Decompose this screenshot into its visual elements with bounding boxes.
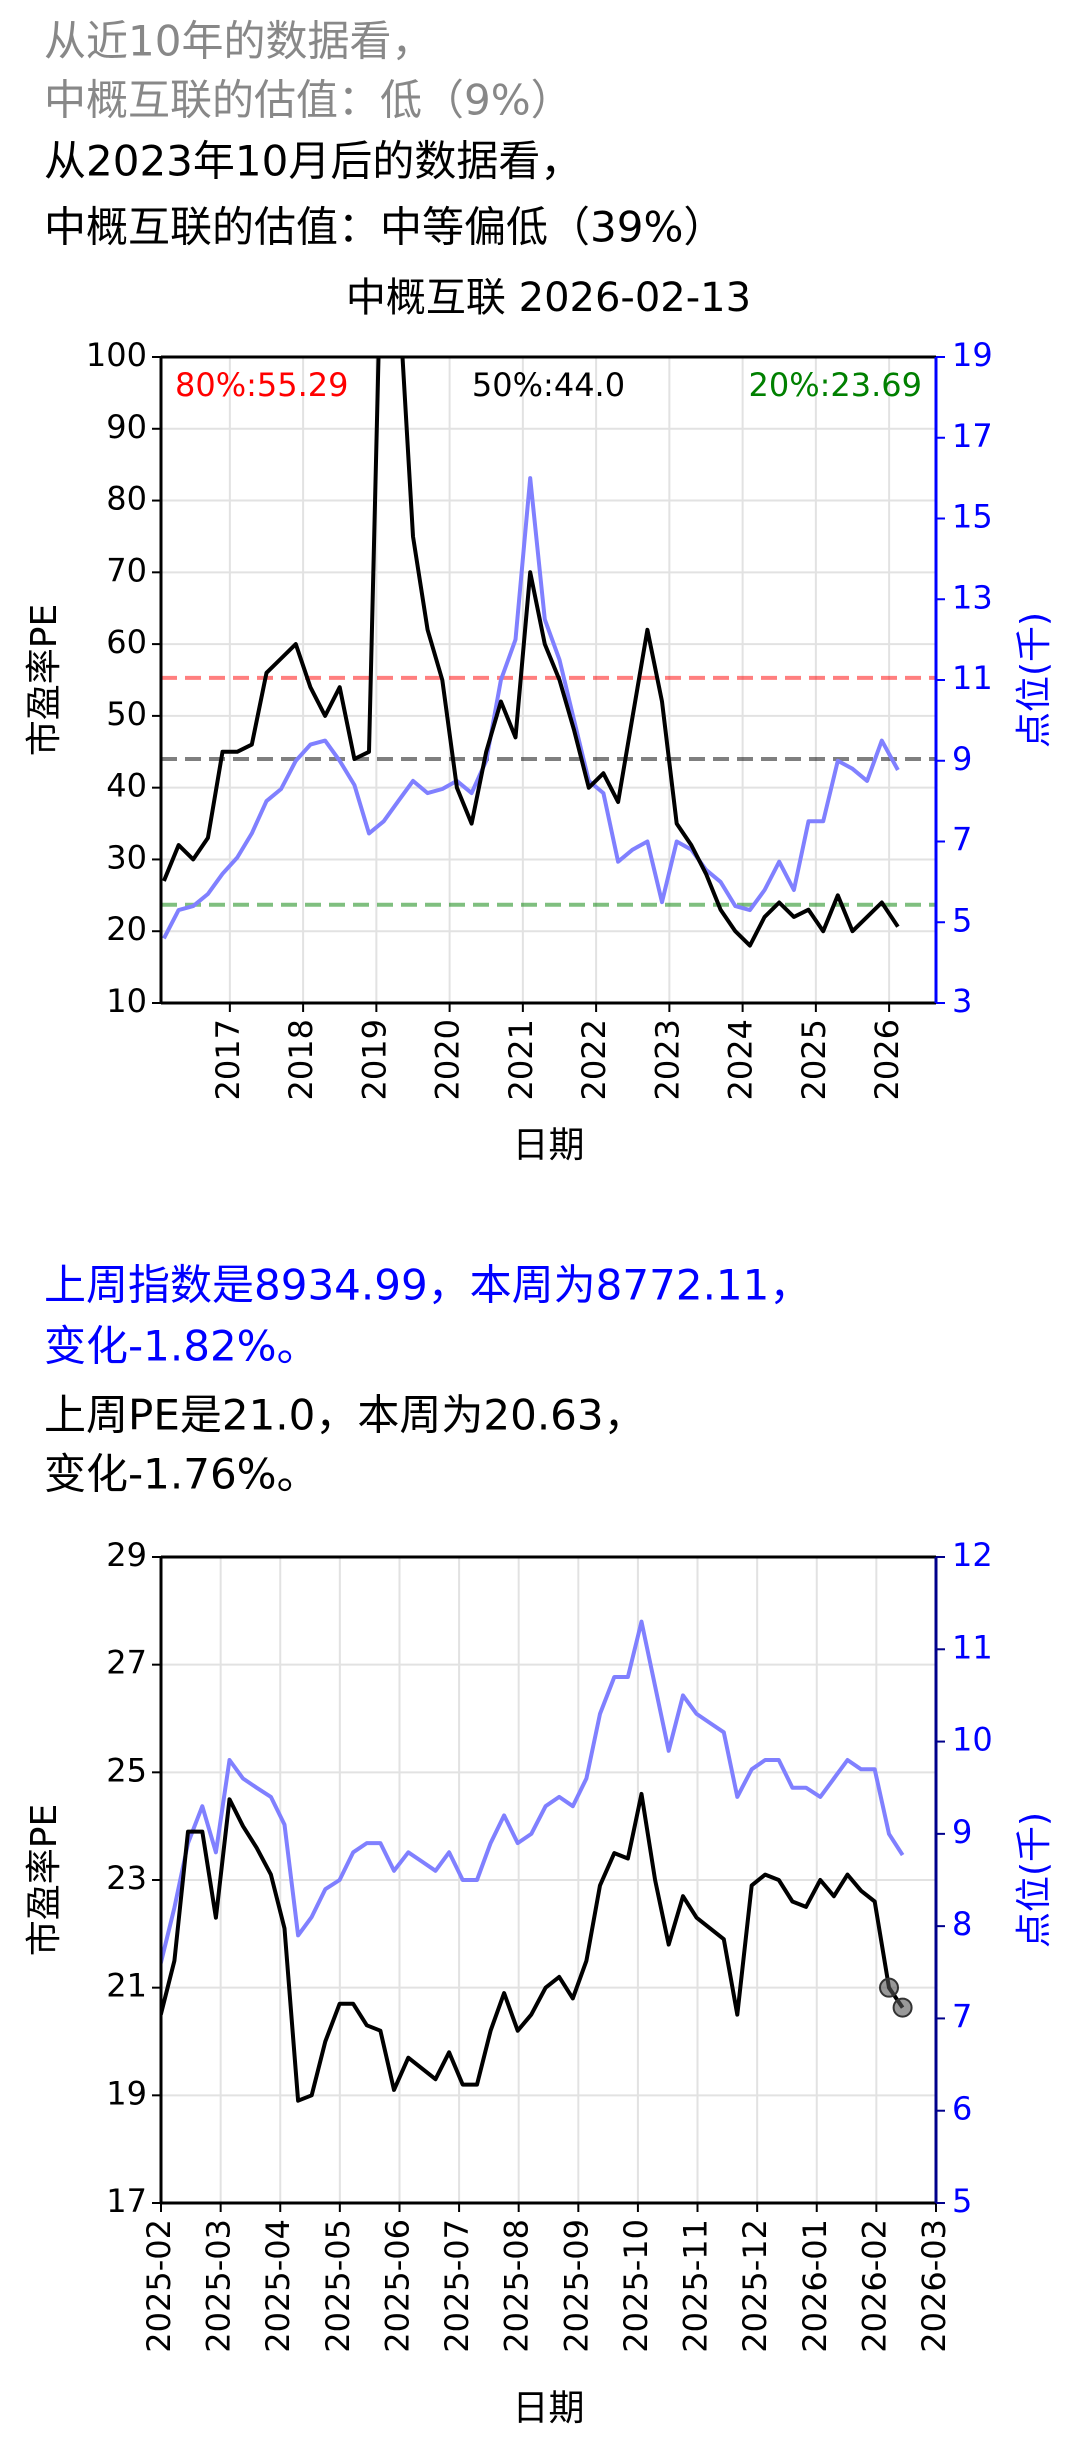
x-tick-label: 2017 <box>209 1019 247 1100</box>
y-tick-label: 27 <box>106 1644 147 1682</box>
y2-tick-label: 9 <box>952 1813 972 1851</box>
x-tick-label: 2018 <box>282 1019 320 1100</box>
y-tick-label: 23 <box>106 1859 147 1897</box>
y-tick-label: 80 <box>106 480 147 518</box>
x-tick-label: 2026-01 <box>796 2219 834 2353</box>
x-tick-label: 2023 <box>648 1019 686 1100</box>
highlight-point <box>879 1977 900 1998</box>
y-tick-label: 40 <box>106 767 147 805</box>
y-axis-label: 市盈率PE <box>24 1804 65 1956</box>
y2-axis-label: 点位(千) <box>1014 1812 1055 1948</box>
y-tick-label: 25 <box>106 1751 147 1789</box>
y-tick-label: 20 <box>106 910 147 948</box>
intro-line: 中概互联的估值：中等偏低（39%） <box>44 203 725 252</box>
x-tick-label: 2025-11 <box>677 2219 715 2353</box>
x-tick-label: 2026-03 <box>915 2219 953 2353</box>
series-line <box>161 1791 905 2103</box>
series-line <box>161 1619 905 1964</box>
y2-tick-label: 19 <box>952 336 993 374</box>
y2-tick-label: 5 <box>952 901 972 939</box>
highlight-point <box>892 1997 913 2018</box>
x-tick-label: 2021 <box>502 1019 540 1100</box>
y2-tick-label: 5 <box>952 2182 972 2220</box>
intro-line: 从2023年10月后的数据看， <box>44 137 582 186</box>
y2-tick-label: 6 <box>952 2090 972 2128</box>
weekly-line: 上周PE是21.0，本周为20.63， <box>44 1391 646 1440</box>
y2-tick-label: 10 <box>952 1721 993 1759</box>
intro-line: 从近10年的数据看， <box>44 17 433 66</box>
y2-tick-label: 11 <box>952 659 993 697</box>
y2-tick-label: 3 <box>952 982 972 1020</box>
x-tick-label: 2025-12 <box>736 2219 774 2353</box>
x-tick-label: 2025-10 <box>617 2219 655 2353</box>
x-tick-label: 2025-08 <box>498 2219 536 2353</box>
y-tick-label: 30 <box>106 838 147 876</box>
x-tick-label: 2025-09 <box>557 2219 595 2353</box>
reference-label: 20%:23.69 <box>748 366 922 404</box>
reference-label: 80%:55.29 <box>175 366 349 404</box>
intro-line: 中概互联的估值：低（9%） <box>44 76 573 125</box>
x-axis-label: 日期 <box>512 2388 584 2429</box>
x-tick-label: 2025-05 <box>319 2219 357 2353</box>
y-axis-label: 市盈率PE <box>24 604 65 756</box>
x-tick-label: 2025-06 <box>378 2219 416 2353</box>
y-tick-label: 29 <box>106 1536 147 1574</box>
series-line <box>162 476 900 940</box>
y-tick-label: 70 <box>106 551 147 589</box>
x-tick-label: 2025-03 <box>200 2219 238 2353</box>
x-tick-label: 2026-02 <box>855 2219 893 2353</box>
x-axis-label: 日期 <box>512 1125 584 1166</box>
x-tick-label: 2025-02 <box>140 2219 178 2353</box>
y2-tick-label: 7 <box>952 821 972 859</box>
y-tick-label: 50 <box>106 695 147 733</box>
x-tick-label: 2025-04 <box>259 2219 297 2353</box>
x-tick-label: 2025-07 <box>438 2219 476 2353</box>
y2-tick-label: 12 <box>952 1536 993 1574</box>
y2-tick-label: 13 <box>952 578 993 616</box>
weekly-line: 上周指数是8934.99，本周为8772.11， <box>44 1261 811 1310</box>
y2-tick-label: 9 <box>952 740 972 778</box>
x-tick-label: 2022 <box>575 1019 613 1100</box>
weekly-line: 变化-1.82%。 <box>44 1322 319 1371</box>
y2-tick-label: 8 <box>952 1905 972 1943</box>
y-tick-label: 21 <box>106 1967 147 2005</box>
x-tick-label: 2020 <box>429 1019 467 1100</box>
y-tick-label: 60 <box>106 623 147 661</box>
x-tick-label: 2025 <box>795 1019 833 1100</box>
x-tick-label: 2026 <box>868 1019 906 1100</box>
y2-tick-label: 11 <box>952 1628 993 1666</box>
y-tick-label: 90 <box>106 408 147 446</box>
y-tick-label: 19 <box>106 2074 147 2112</box>
y2-tick-label: 15 <box>952 498 993 536</box>
x-tick-label: 2019 <box>355 1019 393 1100</box>
x-tick-label: 2024 <box>722 1019 760 1100</box>
chart-title: 中概互联 2026-02-13 <box>346 275 751 321</box>
y2-tick-label: 17 <box>952 417 993 455</box>
series-line <box>162 357 900 948</box>
y2-tick-label: 7 <box>952 1997 972 2035</box>
y-tick-label: 100 <box>86 336 147 374</box>
y-tick-label: 10 <box>106 982 147 1020</box>
y2-axis-label: 点位(千) <box>1014 612 1055 748</box>
weekly-line: 变化-1.76%。 <box>44 1450 319 1499</box>
reference-label: 50%:44.0 <box>472 366 625 404</box>
y-tick-label: 17 <box>106 2182 147 2220</box>
